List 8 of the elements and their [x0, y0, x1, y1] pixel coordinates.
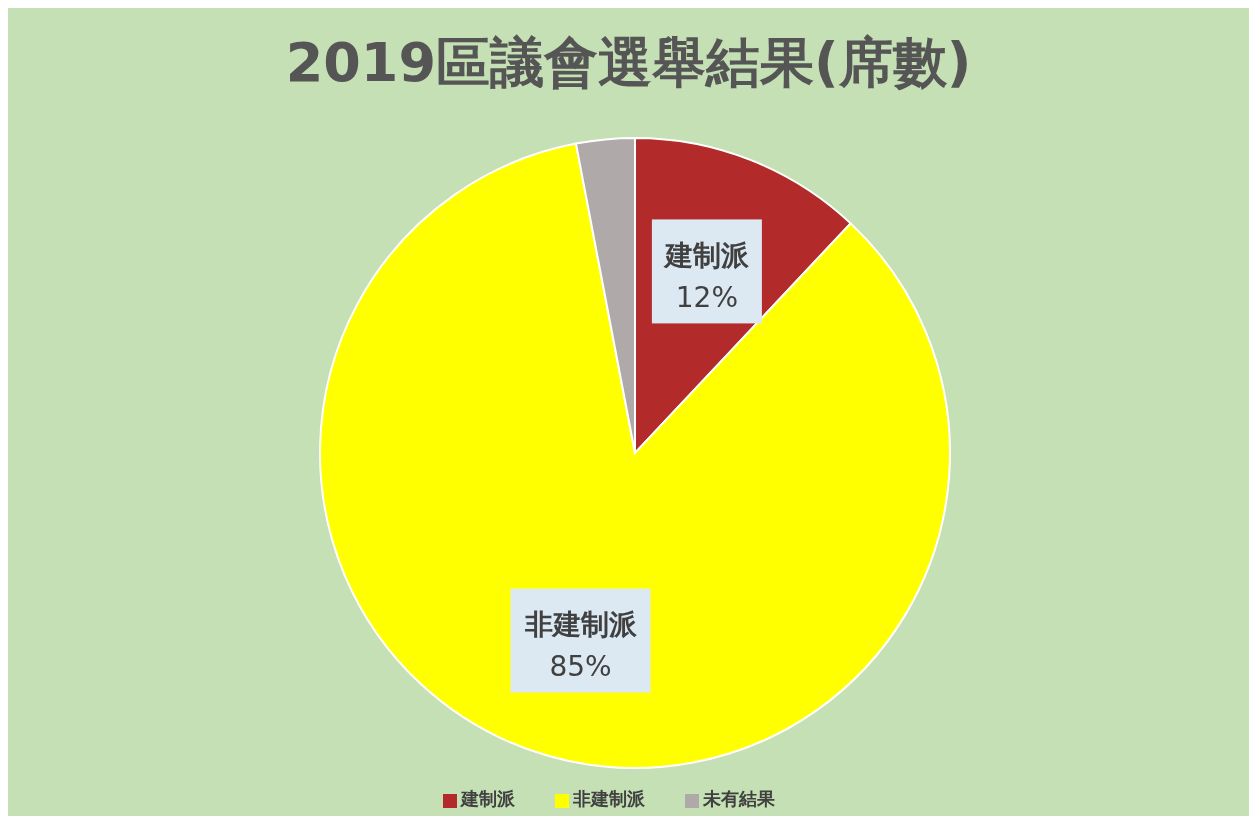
- slice-label: 非建制派: [523, 608, 638, 642]
- chart-title: 2019區議會選舉結果(席數): [284, 29, 973, 96]
- data-label: 12%: [675, 280, 739, 314]
- legend-label: 建制派: [460, 788, 515, 809]
- legend-label: 未有結果: [702, 788, 775, 809]
- legend-label: 非建制派: [572, 788, 645, 809]
- slice-label: 建制派: [662, 238, 750, 272]
- data-label: 85%: [549, 650, 612, 684]
